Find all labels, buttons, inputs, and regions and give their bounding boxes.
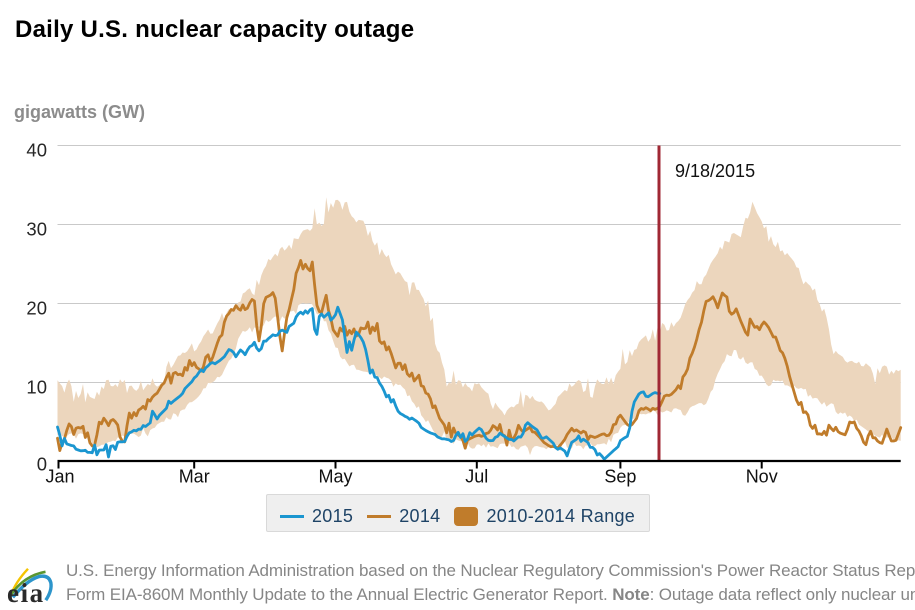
svg-text:40: 40 <box>26 140 47 161</box>
svg-text:20: 20 <box>26 298 47 319</box>
svg-text:Jan: Jan <box>45 467 74 487</box>
svg-text:10: 10 <box>26 377 47 398</box>
svg-text:Mar: Mar <box>179 467 210 487</box>
svg-text:Sep: Sep <box>604 467 636 487</box>
svg-text:30: 30 <box>26 219 47 240</box>
svg-text:9/18/2015: 9/18/2015 <box>675 161 755 181</box>
svg-text:Jul: Jul <box>465 467 488 487</box>
svg-text:eia: eia <box>7 578 45 608</box>
svg-text:Nov: Nov <box>746 467 778 487</box>
svg-text:May: May <box>318 467 352 487</box>
svg-text:0: 0 <box>37 454 47 475</box>
